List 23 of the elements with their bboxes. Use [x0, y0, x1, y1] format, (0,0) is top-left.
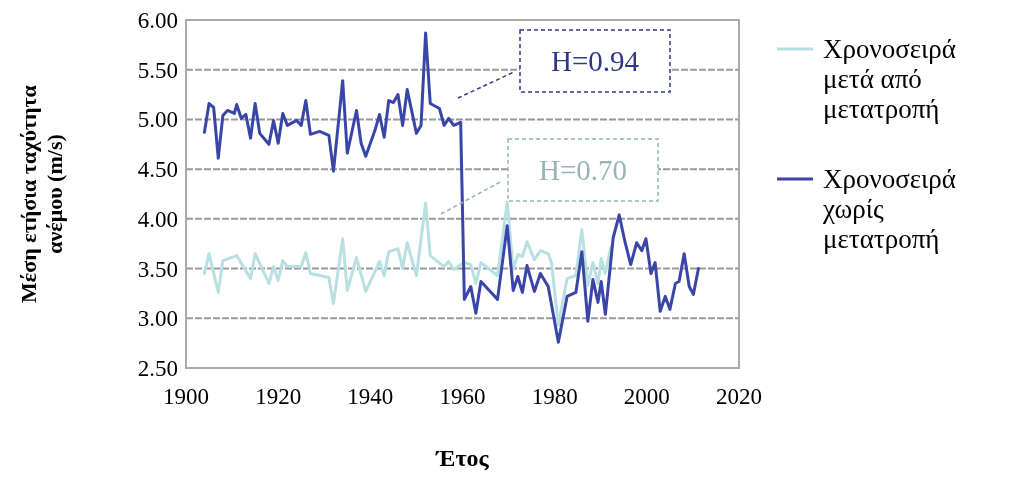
y-tick-label: 3.00 [137, 306, 178, 332]
legend-label: Χρονοσειρά χωρίς μετατροπή [822, 164, 956, 254]
y-tick-label: 6.00 [137, 8, 178, 33]
y-tick-label: 2.50 [137, 356, 178, 381]
legend-label: Χρονοσειρά μετά από μετατροπή [823, 34, 956, 124]
x-tick-label: 2020 [716, 384, 762, 409]
x-tick-label: 1980 [531, 384, 578, 409]
x-tick-label: 1920 [255, 384, 302, 409]
y-tick-label: 5.00 [137, 107, 178, 133]
y-axis-title: Μέση ετήσια ταχύτητα ανέμου (m/s) [16, 84, 67, 303]
y-tick-label: 4.00 [137, 206, 178, 232]
x-tick-label: 2000 [623, 384, 670, 409]
y-tick-label: 5.50 [137, 57, 178, 83]
x-tick-label: 1900 [163, 384, 209, 409]
x-tick-label: 1960 [439, 384, 486, 409]
annotation: H=0.70 [538, 154, 628, 186]
x-axis-title: Έτος [435, 445, 490, 471]
line-series [202, 200, 613, 327]
y-tick-label: 3.50 [137, 256, 178, 282]
annotation: H=0.94 [550, 45, 640, 77]
line-series [202, 31, 700, 344]
x-tick-label: 1940 [347, 384, 394, 409]
y-tick-label: 4.50 [137, 157, 178, 183]
